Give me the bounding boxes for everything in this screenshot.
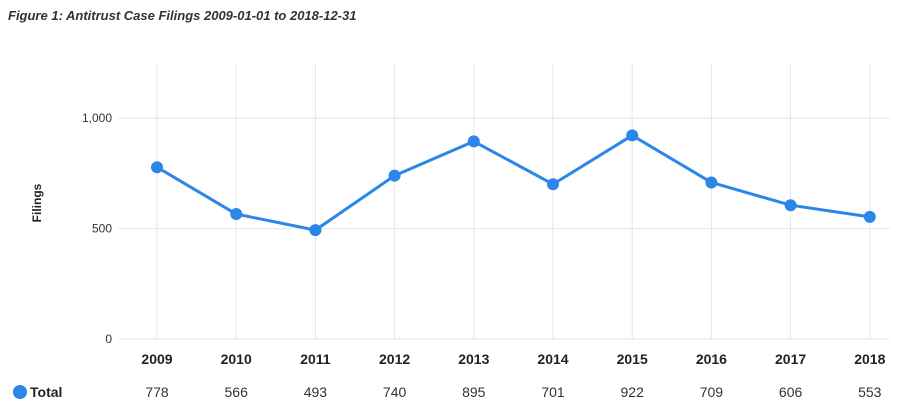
data-point	[388, 169, 401, 182]
x-tick-label: 2017	[775, 351, 806, 367]
legend-marker	[13, 385, 27, 399]
data-label: 922	[621, 384, 645, 400]
x-tick-label: 2012	[379, 351, 410, 367]
data-labels: 778 566 493 740 895 701 922 709 606 553	[145, 384, 881, 400]
data-label: 606	[779, 384, 803, 400]
y-tick-label: 1,000	[82, 111, 112, 125]
x-tick-label: 2013	[458, 351, 489, 367]
figure-title: Figure 1: Antitrust Case Filings 2009-01…	[8, 8, 357, 23]
series-line-total	[156, 133, 871, 232]
x-tick-label: 2014	[537, 351, 568, 367]
y-tick-label: 500	[92, 222, 112, 236]
x-tick-label: 2010	[221, 351, 252, 367]
legend: Total	[13, 384, 62, 400]
data-label: 895	[462, 384, 486, 400]
data-label: 566	[225, 384, 249, 400]
series-layer	[151, 129, 876, 237]
x-ticks: 2009 2010 2011 2012 2013 2014 2015 2016 2017 2018	[141, 351, 885, 367]
data-point	[467, 135, 480, 148]
data-point	[230, 208, 243, 221]
data-point	[309, 224, 322, 237]
y-axis-label: Filings	[30, 183, 44, 222]
data-point	[863, 210, 876, 223]
data-label: 740	[383, 384, 407, 400]
data-point	[705, 176, 718, 189]
legend-label-total: Total	[30, 384, 62, 400]
y-tick-label: 0	[105, 332, 112, 346]
data-point	[151, 161, 163, 174]
data-label: 553	[858, 384, 882, 400]
y-ticks: 0 500 1,000	[82, 111, 112, 346]
x-tick-label: 2015	[617, 351, 648, 367]
data-label: 778	[145, 384, 169, 400]
data-point	[626, 129, 639, 142]
data-point	[547, 178, 559, 191]
x-tick-label: 2009	[141, 351, 172, 367]
x-tick-label: 2011	[300, 351, 331, 367]
data-label: 701	[541, 384, 565, 400]
data-point	[784, 199, 797, 212]
data-label: 709	[700, 384, 724, 400]
x-tick-label: 2016	[696, 351, 727, 367]
x-tick-label: 2018	[854, 351, 885, 367]
data-label: 493	[304, 384, 328, 400]
